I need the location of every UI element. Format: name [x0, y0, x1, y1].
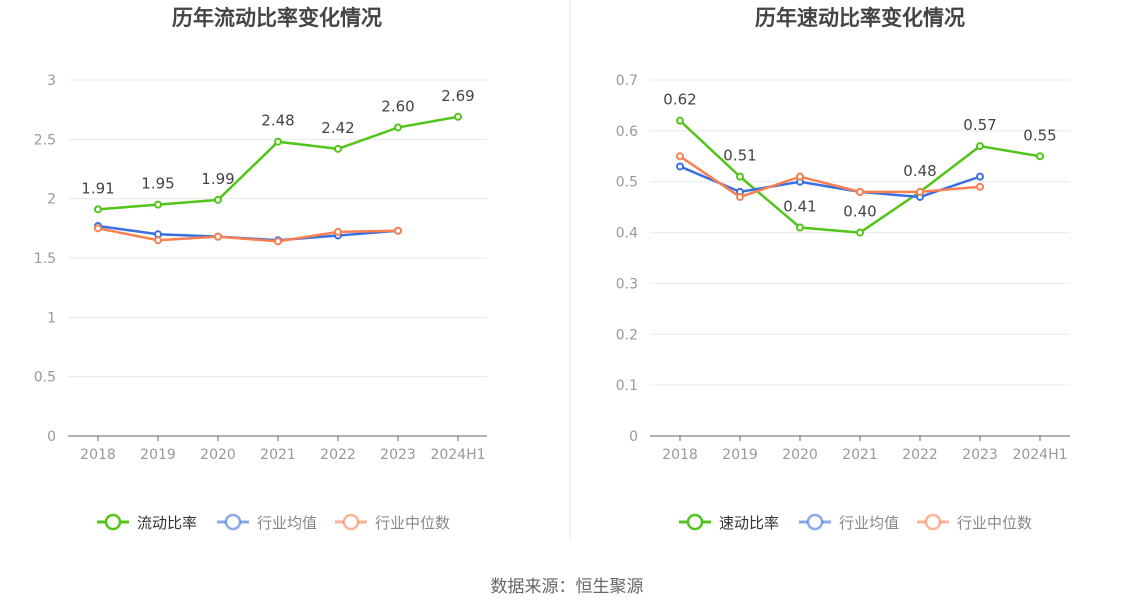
- x-tick-label: 2022: [320, 447, 356, 463]
- y-tick-label: 0.5: [34, 370, 56, 386]
- data-point[interactable]: [676, 116, 684, 125]
- y-tick-label: 0.2: [616, 327, 638, 343]
- data-point[interactable]: [676, 152, 684, 161]
- x-tick-label: 2018: [662, 447, 698, 463]
- legend-item-1[interactable]: 速动比率: [679, 513, 779, 532]
- legend-item-1[interactable]: 流动比率: [97, 513, 197, 532]
- x-tick-label: 2018: [80, 447, 116, 463]
- y-tick-label: 1.5: [34, 251, 56, 267]
- data-point[interactable]: [796, 223, 804, 232]
- series-line-3: [679, 155, 981, 199]
- data-point[interactable]: [154, 236, 162, 245]
- data-label: 1.95: [141, 175, 174, 193]
- x-tick-label: 2022: [902, 447, 938, 463]
- legend-label: 流动比率: [137, 514, 197, 532]
- y-tick-label: 2.5: [34, 132, 56, 148]
- y-tick-label: 0.5: [616, 175, 638, 191]
- legend-marker-icon: [342, 513, 360, 531]
- x-tick-label: 2020: [200, 447, 236, 463]
- x-tick-label: 2023: [962, 447, 998, 463]
- data-point[interactable]: [916, 187, 924, 196]
- legend-item-2[interactable]: 行业均值: [217, 513, 317, 532]
- legend-item-2[interactable]: 行业均值: [799, 513, 899, 532]
- series-line-3: [97, 227, 399, 243]
- source-note: 数据来源：恒生聚源: [491, 577, 644, 597]
- chart-2: 历年速动比率变化情况 0 0.1 0.2 0.3 0.4 0.5 0.6 0.7 2018 2019…: [616, 6, 1070, 532]
- data-point[interactable]: [334, 227, 342, 236]
- data-point[interactable]: [676, 162, 684, 171]
- data-point[interactable]: [736, 192, 744, 201]
- data-point[interactable]: [94, 224, 102, 233]
- data-point[interactable]: [454, 112, 462, 121]
- legend-marker-icon: [686, 513, 704, 531]
- data-label: 0.62: [663, 91, 696, 109]
- data-label: 0.48: [903, 162, 936, 180]
- chart-title: 历年流动比率变化情况: [172, 6, 382, 30]
- data-label: 2.48: [261, 112, 294, 130]
- series-line-2: [679, 165, 981, 199]
- data-label: 0.57: [963, 116, 996, 134]
- data-label: 0.51: [723, 147, 756, 165]
- legend-label: 行业均值: [257, 514, 317, 532]
- chart-title: 历年速动比率变化情况: [755, 6, 965, 30]
- data-point[interactable]: [856, 187, 864, 196]
- data-label: 2.42: [321, 119, 354, 137]
- y-tick-label: 2: [47, 192, 56, 208]
- x-tick-label: 2021: [260, 447, 296, 463]
- data-point[interactable]: [274, 137, 282, 146]
- legend-label: 行业中位数: [957, 514, 1032, 532]
- x-tick-label: 2019: [140, 447, 176, 463]
- data-label: 0.41: [783, 197, 816, 215]
- data-point[interactable]: [736, 172, 744, 181]
- series-line-1: [97, 115, 459, 211]
- data-label: 0.40: [843, 203, 876, 221]
- y-tick-label: 0.1: [616, 378, 638, 394]
- legend-label: 速动比率: [719, 514, 779, 532]
- data-point[interactable]: [394, 226, 402, 235]
- data-point[interactable]: [976, 182, 984, 191]
- data-point[interactable]: [1036, 152, 1044, 161]
- legend-marker-icon: [224, 513, 242, 531]
- data-label: 1.99: [201, 170, 234, 188]
- data-label: 0.55: [1023, 126, 1056, 144]
- legend-item-3[interactable]: 行业中位数: [917, 513, 1032, 532]
- x-tick-label: 2021: [842, 447, 878, 463]
- data-point[interactable]: [856, 228, 864, 237]
- legend-label: 行业中位数: [375, 514, 450, 532]
- legend-marker-icon: [924, 513, 942, 531]
- y-tick-label: 0.7: [616, 73, 638, 89]
- x-tick-label: 2024H1: [1012, 447, 1067, 463]
- data-point[interactable]: [154, 200, 162, 209]
- y-tick-label: 3: [47, 73, 56, 89]
- data-point[interactable]: [796, 172, 804, 181]
- legend-item-3[interactable]: 行业中位数: [335, 513, 450, 532]
- data-point[interactable]: [394, 123, 402, 132]
- legend-marker-icon: [806, 513, 824, 531]
- data-point[interactable]: [214, 195, 222, 204]
- y-tick-label: 0.6: [616, 124, 638, 140]
- data-label: 1.91: [81, 179, 114, 197]
- y-tick-label: 0.4: [616, 226, 638, 242]
- x-tick-label: 2023: [380, 447, 416, 463]
- y-tick-label: 0: [629, 429, 638, 445]
- y-tick-label: 0: [47, 429, 56, 445]
- legend-label: 行业均值: [839, 514, 899, 532]
- chart-1: 历年流动比率变化情况 0 0.5 1 1.5 2 2.5 3 2018 2019 2020 2021 2…: [34, 6, 487, 532]
- x-tick-label: 2020: [782, 447, 818, 463]
- data-point[interactable]: [94, 205, 102, 214]
- y-tick-label: 0.3: [616, 276, 638, 292]
- data-point[interactable]: [274, 237, 282, 246]
- legend-marker-icon: [104, 513, 122, 531]
- y-tick-label: 1: [47, 310, 56, 326]
- data-point[interactable]: [976, 142, 984, 151]
- data-label: 2.69: [441, 87, 474, 105]
- x-tick-label: 2019: [722, 447, 758, 463]
- data-label: 2.60: [381, 97, 414, 115]
- data-point[interactable]: [214, 232, 222, 241]
- data-point[interactable]: [976, 172, 984, 181]
- x-tick-label: 2024H1: [430, 447, 485, 463]
- data-point[interactable]: [334, 144, 342, 153]
